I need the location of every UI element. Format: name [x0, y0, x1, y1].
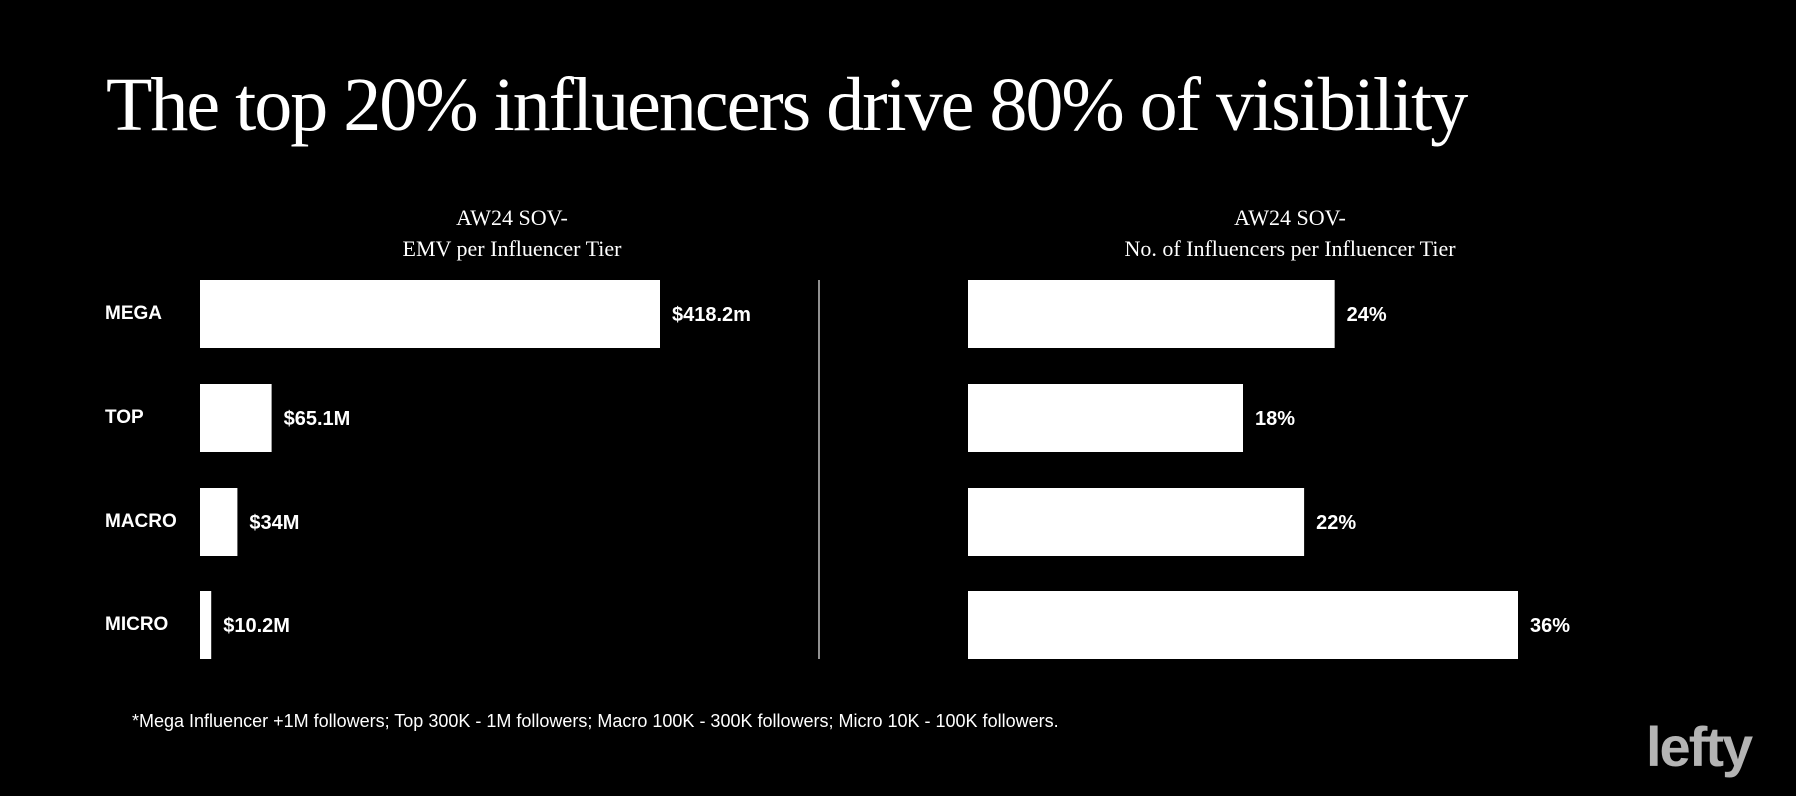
- emv-chart-title: AW24 SOV- EMV per Influencer Tier: [212, 202, 812, 264]
- category-label-mega: MEGA: [105, 303, 162, 324]
- emv-data-label-macro: $34M: [249, 512, 299, 534]
- emv-bar-top: [200, 384, 272, 452]
- influencer-count-chart-title-line-1: AW24 SOV-: [1234, 205, 1346, 230]
- emv-data-label-top: $65.1M: [284, 408, 351, 430]
- page-title: The top 20% influencers drive 80% of vis…: [106, 63, 1468, 147]
- influencer-count-data-label-macro: 22%: [1316, 512, 1356, 534]
- influencer-count-data-label-top: 18%: [1255, 408, 1295, 430]
- emv-chart-title-line-1: AW24 SOV-: [456, 205, 568, 230]
- influencer-count-data-label-mega: 24%: [1347, 304, 1387, 326]
- footnote: *Mega Influencer +1M followers; Top 300K…: [132, 711, 1059, 731]
- emv-chart-title-line-2: EMV per Influencer Tier: [402, 236, 622, 261]
- emv-bar-mega: [200, 280, 660, 348]
- emv-data-label-micro: $10.2M: [223, 615, 290, 637]
- influencer-count-chart-title-line-2: No. of Influencers per Influencer Tier: [1124, 236, 1456, 261]
- influencer-count-bar-micro: [968, 591, 1518, 659]
- influencer-count-data-label-micro: 36%: [1530, 615, 1570, 637]
- emv-data-label-mega: $418.2m: [672, 304, 751, 326]
- influencer-count-bar-macro: [968, 488, 1305, 556]
- category-label-macro: MACRO: [105, 511, 177, 532]
- category-label-top: TOP: [105, 407, 144, 428]
- influencer-count-bar-mega: [968, 280, 1335, 348]
- category-label-micro: MICRO: [105, 614, 168, 635]
- influencer-count-bar-top: [968, 384, 1243, 452]
- lefty-logo: lefty: [1646, 715, 1753, 778]
- emv-bar-micro: [200, 591, 212, 659]
- emv-bar-macro: [200, 488, 238, 556]
- influencer-count-chart-title: AW24 SOV- No. of Influencers per Influen…: [990, 202, 1590, 264]
